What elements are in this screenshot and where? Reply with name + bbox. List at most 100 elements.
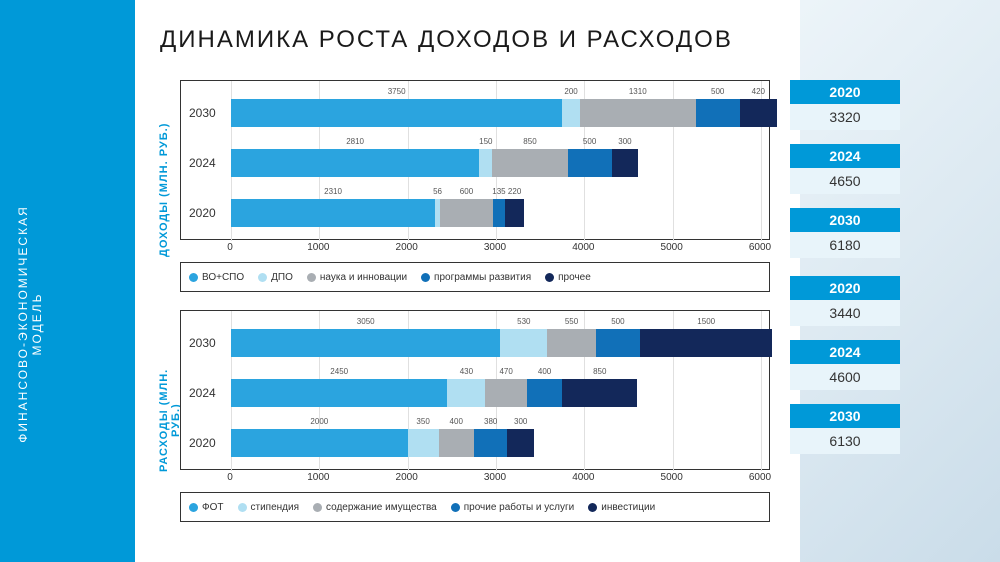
- bar-year-label: 2030: [189, 106, 216, 120]
- segment-value: 500: [711, 87, 724, 96]
- segment-value: 56: [433, 187, 442, 196]
- bar-segment: 500: [696, 99, 740, 127]
- bar-stack: 30505305505001500: [231, 329, 772, 357]
- segment-value: 400: [538, 367, 551, 376]
- bar-segment: 430: [447, 379, 485, 407]
- segment-value: 430: [460, 367, 473, 376]
- segment-value: 500: [611, 317, 624, 326]
- bar-year-label: 2024: [189, 156, 216, 170]
- x-tick: 3000: [484, 242, 506, 253]
- sidebar: ФИНАНСОВО-ЭКОНОМИЧЕСКАЯ МОДЕЛЬ: [0, 0, 135, 562]
- segment-value: 600: [460, 187, 473, 196]
- bar-segment: 3050: [231, 329, 500, 357]
- income-legend: ВО+СПОДПОнаука и инновациипрограммы разв…: [180, 262, 770, 292]
- segment-value: 220: [508, 187, 521, 196]
- segment-value: 300: [618, 137, 631, 146]
- bar-segment: 2450: [231, 379, 447, 407]
- summary-value: 3440: [790, 300, 900, 326]
- bar-segment: 400: [439, 429, 474, 457]
- bar-stack: 2810150850500300: [231, 149, 638, 177]
- legend-item: ФОТ: [189, 502, 224, 513]
- summary-year: 2030: [790, 404, 900, 428]
- summary-value: 3320: [790, 104, 900, 130]
- segment-value: 530: [517, 317, 530, 326]
- page-title: ДИНАМИКА РОСТА ДОХОДОВ И РАСХОДОВ: [160, 26, 733, 54]
- segment-value: 850: [523, 137, 536, 146]
- income-x-ticks: 0100020003000400050006000: [180, 242, 770, 256]
- legend-item: стипендия: [238, 502, 300, 513]
- bar-segment: 2310: [231, 199, 435, 227]
- x-tick: 5000: [661, 472, 683, 483]
- bar-row: 2024 2810150850500300: [181, 145, 771, 181]
- x-tick: 4000: [572, 242, 594, 253]
- summary-block: 20244600: [790, 340, 900, 390]
- legend-label: инвестиции: [601, 502, 655, 513]
- bar-stack: 2000350400380300: [231, 429, 534, 457]
- segment-value: 300: [514, 417, 527, 426]
- summary-value: 6180: [790, 232, 900, 258]
- bar-row: 203037502001310500420: [181, 95, 771, 131]
- legend-item: ДПО: [258, 272, 293, 283]
- expense-y-label: РАСХОДЫ (МЛН. РУБ.): [158, 350, 172, 490]
- bar-segment: 600: [440, 199, 493, 227]
- segment-value: 2000: [310, 417, 328, 426]
- segment-value: 200: [564, 87, 577, 96]
- segment-value: 470: [499, 367, 512, 376]
- expense-chart: РАСХОДЫ (МЛН. РУБ.) 20303050530550500150…: [180, 310, 770, 525]
- legend-item: содержание имущества: [313, 502, 437, 513]
- bar-segment: 850: [562, 379, 637, 407]
- legend-label: прочие работы и услуги: [464, 502, 575, 513]
- bar-segment: 150: [479, 149, 492, 177]
- summary-year: 2020: [790, 276, 900, 300]
- bar-row: 20202000350400380300: [181, 425, 771, 461]
- segment-value: 850: [593, 367, 606, 376]
- expense-x-ticks: 0100020003000400050006000: [180, 472, 770, 486]
- bar-segment: 2810: [231, 149, 479, 177]
- legend-dot: [238, 503, 247, 512]
- segment-value: 3750: [388, 87, 406, 96]
- segment-value: 550: [565, 317, 578, 326]
- bar-segment: 420: [740, 99, 777, 127]
- legend-dot: [545, 273, 554, 282]
- bar-year-label: 2024: [189, 386, 216, 400]
- legend-dot: [588, 503, 597, 512]
- x-tick: 5000: [661, 242, 683, 253]
- bar-segment: 1500: [640, 329, 773, 357]
- segment-value: 420: [752, 87, 765, 96]
- segment-value: 380: [484, 417, 497, 426]
- x-tick: 0: [227, 242, 233, 253]
- bar-segment: 200: [562, 99, 580, 127]
- legend-label: прочее: [558, 272, 591, 283]
- x-tick: 4000: [572, 472, 594, 483]
- summary-year: 2030: [790, 208, 900, 232]
- x-tick: 1000: [307, 472, 329, 483]
- legend-item: прочие работы и услуги: [451, 502, 575, 513]
- legend-item: программы развития: [421, 272, 531, 283]
- legend-dot: [189, 273, 198, 282]
- summary-block: 20306180: [790, 208, 900, 258]
- x-tick: 3000: [484, 472, 506, 483]
- legend-item: инвестиции: [588, 502, 655, 513]
- bar-row: 203030505305505001500: [181, 325, 771, 361]
- x-tick: 6000: [749, 472, 771, 483]
- segment-value: 400: [450, 417, 463, 426]
- bar-segment: 550: [547, 329, 596, 357]
- legend-label: ВО+СПО: [202, 272, 244, 283]
- summary-year: 2020: [790, 80, 900, 104]
- x-tick: 1000: [307, 242, 329, 253]
- bar-segment: 300: [612, 149, 639, 177]
- income-chart-box: 2030375020013105004202024281015085050030…: [180, 80, 770, 240]
- bar-segment: 850: [492, 149, 567, 177]
- x-tick: 0: [227, 472, 233, 483]
- bar-stack: 231056600135220: [231, 199, 524, 227]
- segment-value: 350: [416, 417, 429, 426]
- bar-segment: 3750: [231, 99, 562, 127]
- legend-label: ДПО: [271, 272, 293, 283]
- legend-label: стипендия: [251, 502, 300, 513]
- segment-value: 135: [492, 187, 505, 196]
- segment-value: 1310: [629, 87, 647, 96]
- income-chart: ДОХОДЫ (МЛН. РУБ.) 203037502001310500420…: [180, 80, 770, 295]
- bar-segment: 350: [408, 429, 439, 457]
- summary-value: 6130: [790, 428, 900, 454]
- bar-segment: 1310: [580, 99, 696, 127]
